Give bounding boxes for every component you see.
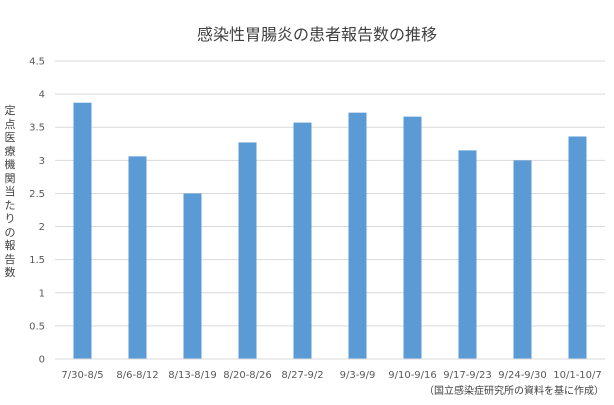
x-tick-label: 9/3-9/9 (340, 370, 376, 381)
x-tick-label: 7/30-8/5 (61, 370, 103, 381)
gridlines (55, 60, 605, 327)
source-note: （国立感染症研究所の資料を基に作成） (424, 384, 604, 397)
bar (238, 142, 257, 359)
bar (403, 116, 422, 359)
y-tick-label: 3.5 (29, 123, 45, 134)
x-tick-label: 8/27-9/2 (281, 370, 323, 381)
x-tick-label: 8/13-8/19 (168, 370, 217, 381)
bars (73, 102, 587, 359)
x-axis-ticks: 7/30-8/5 8/6-8/12 8/13-8/19 8/20-8/26 8/27-9… (61, 370, 601, 381)
x-tick-label: 9/24-9/30 (498, 370, 547, 381)
x-tick-label: 8/20-8/26 (223, 370, 272, 381)
y-tick-label: 0.5 (29, 321, 45, 332)
y-tick-label: 2.5 (29, 189, 45, 200)
y-axis-label: 定点医療機関当たりの報告数 (4, 104, 16, 279)
y-axis-ticks: 0 0.5 1 1.5 2 2.5 3 3.5 4 4.5 (29, 57, 45, 366)
y-tick-label: 2 (39, 222, 45, 233)
bar (73, 102, 92, 359)
y-tick-label: 0 (39, 355, 45, 366)
y-tick-label: 1.5 (29, 255, 45, 266)
bar (513, 160, 532, 359)
x-tick-label: 9/10-9/16 (388, 370, 437, 381)
bar (348, 112, 367, 359)
y-tick-label: 4 (39, 90, 45, 101)
bar (568, 136, 587, 359)
bar (128, 156, 147, 359)
y-tick-label: 1 (39, 288, 45, 299)
chart-title: 感染性胃腸炎の患者報告数の推移 (197, 25, 437, 44)
x-tick-label: 9/17-9/23 (443, 370, 492, 381)
bar (293, 122, 312, 359)
bar (458, 150, 477, 359)
y-tick-label: 4.5 (29, 57, 45, 68)
bar (183, 193, 202, 359)
x-tick-label: 10/1-10/7 (553, 370, 602, 381)
x-tick-label: 8/6-8/12 (116, 370, 158, 381)
y-tick-label: 3 (39, 156, 45, 167)
